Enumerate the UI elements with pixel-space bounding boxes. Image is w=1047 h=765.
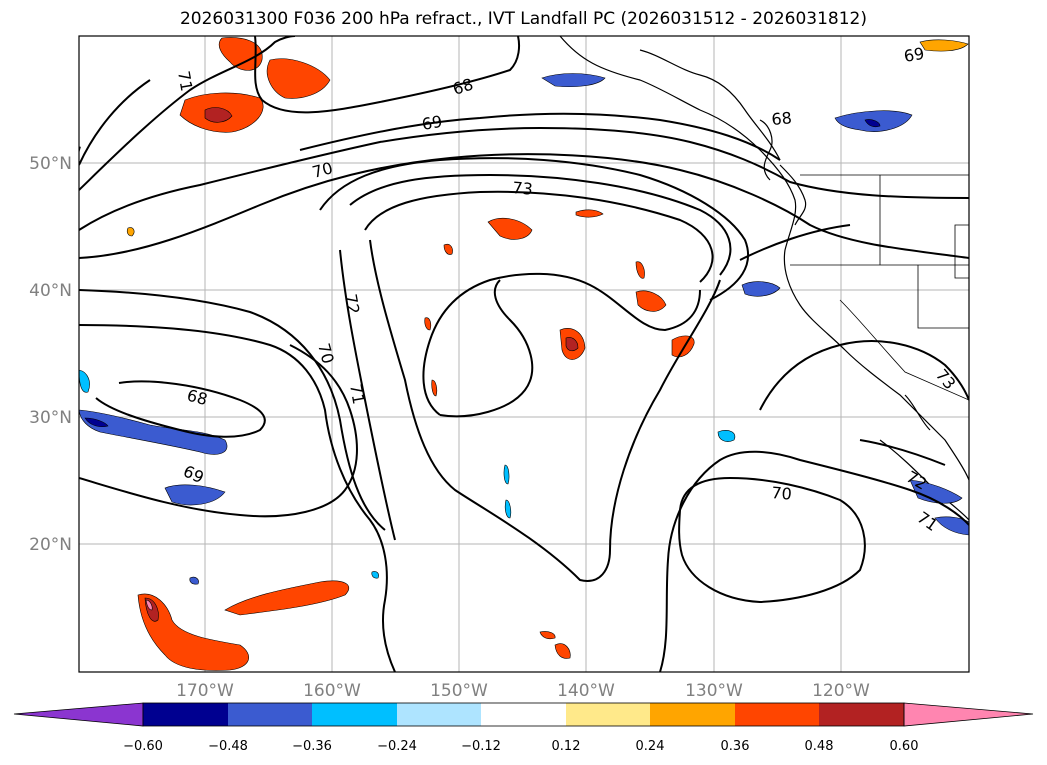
state-borders	[790, 174, 969, 401]
lon-tick-label: 140°W	[557, 681, 615, 701]
colorbar-tick-label: −0.48	[208, 739, 248, 754]
contour-label: 68	[771, 108, 793, 129]
latitude-axis: 50°N 40°N 30°N 20°N	[29, 154, 72, 555]
colorbar-segment	[566, 703, 650, 726]
coastlines	[559, 36, 969, 521]
contour-label: 69	[902, 44, 925, 66]
contour-label: 68	[185, 386, 210, 410]
colorbar-outline	[142, 702, 905, 727]
colorbar-tick-label: −0.36	[292, 739, 332, 754]
colorbar: −0.60 −0.48 −0.36 −0.24 −0.12 0.12 0.24 …	[13, 702, 1034, 754]
lat-tick-label: 20°N	[29, 535, 72, 555]
colorbar-tick-label: 0.48	[805, 739, 834, 754]
contour-label: 70	[771, 483, 793, 504]
lon-tick-label: 150°W	[430, 681, 488, 701]
colorbar-extend-low	[13, 702, 144, 727]
map-panel	[79, 36, 969, 672]
contour-label: 70	[310, 158, 335, 182]
colorbar-tick-label: −0.60	[123, 739, 163, 754]
contour-label: 72	[341, 292, 363, 315]
gridlines	[79, 36, 969, 672]
colorbar-segment	[735, 703, 819, 726]
colorbar-tick-label: 0.12	[552, 739, 581, 754]
colorbar-segment	[143, 703, 228, 726]
colorbar-tick-label: −0.24	[377, 739, 417, 754]
map-title: 2026031300 F036 200 hPa refract., IVT La…	[179, 9, 867, 29]
colorbar-tick-label: 0.24	[636, 739, 665, 754]
colorbar-segment	[228, 703, 312, 726]
colorbar-tick-label: 0.36	[721, 739, 750, 754]
contour-label: 69	[420, 112, 443, 134]
map-border	[78, 35, 970, 673]
colorbar-segment	[819, 703, 904, 726]
colorbar-tick-label: 0.60	[890, 739, 919, 754]
contour-label: 73	[512, 178, 534, 199]
lat-tick-label: 30°N	[29, 408, 72, 428]
colorbar-segment	[481, 703, 566, 726]
colorbar-segment	[650, 703, 735, 726]
contour-label: 70	[314, 341, 338, 366]
colorbar-segment	[312, 703, 397, 726]
lon-tick-label: 130°W	[685, 681, 743, 701]
contour-label: 71	[346, 382, 368, 405]
lon-tick-label: 160°W	[303, 681, 361, 701]
contour-label: 72	[62, 141, 86, 166]
lat-tick-label: 40°N	[29, 281, 72, 301]
lon-tick-label: 170°W	[176, 681, 234, 701]
colorbar-segment	[397, 703, 481, 726]
colorbar-tick-label: −0.12	[461, 739, 501, 754]
contour-label: 71	[174, 69, 196, 92]
lon-tick-label: 120°W	[812, 681, 870, 701]
lat-tick-label: 50°N	[29, 154, 72, 174]
colorbar-extend-high	[903, 702, 1034, 727]
longitude-axis: 170°W 160°W 150°W 140°W 130°W 120°W	[176, 681, 870, 701]
contour-lines	[79, 36, 969, 672]
cool-anomaly-shading	[79, 73, 969, 585]
